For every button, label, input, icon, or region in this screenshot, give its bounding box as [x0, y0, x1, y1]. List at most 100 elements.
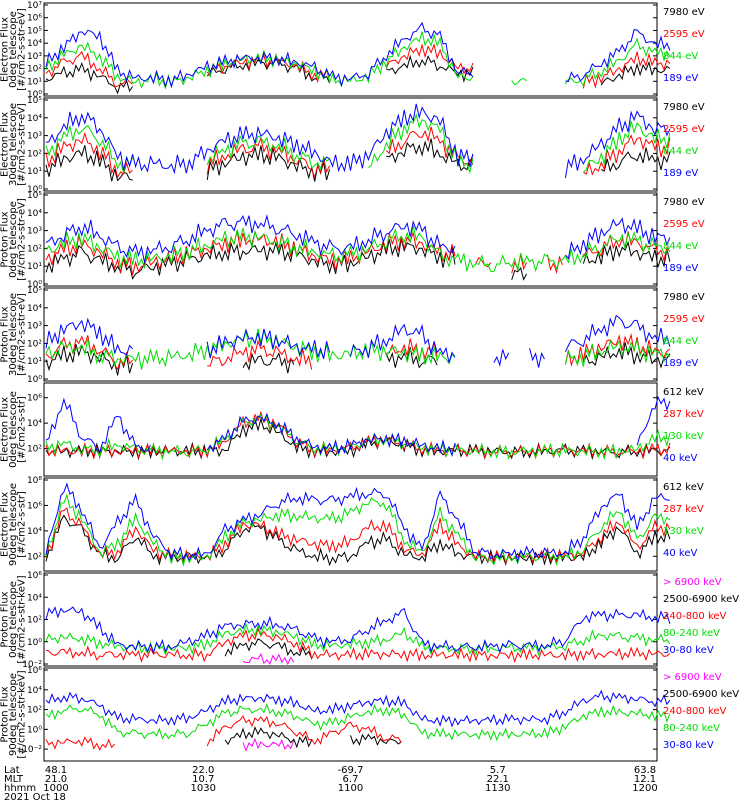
y-axis-title-line: Electron Flux	[0, 17, 11, 82]
legend-entry: 844 eV	[663, 146, 698, 157]
series-line	[350, 733, 402, 747]
y-axis-title-line: Proton Flux	[0, 306, 11, 362]
footer-tick-lat: 5.7	[490, 765, 506, 776]
legend-entry: 189 eV	[663, 358, 698, 369]
legend-entry: 2595 eV	[663, 29, 705, 40]
y-axis-title: TEDProton Flux30deg telescope[#/cm2-s-st…	[0, 293, 28, 376]
legend-entry: 80-240 keV	[663, 723, 720, 734]
series-line	[511, 77, 527, 86]
series-line	[45, 606, 671, 655]
y-tick-label: 10⁶	[27, 501, 42, 511]
y-axis-title-line: 0deg telescope	[8, 201, 19, 278]
y-axis-title-line: MEPED	[0, 507, 2, 542]
series-line	[206, 412, 456, 458]
series-line	[601, 147, 671, 173]
y-axis-title-line: 0deg telescope	[8, 11, 19, 88]
series-line	[45, 61, 134, 95]
y-axis-title-line: [#/cm2-s-str-keV]	[17, 575, 28, 663]
y-axis-title-line: [#/cm2-s-str-keV]	[17, 670, 28, 758]
footer-date: 2021 Oct 18	[4, 792, 66, 800]
series-line	[206, 134, 330, 171]
y-axis-title-line: TED	[0, 324, 2, 345]
y-axis-title-line: [#/cm2-s-str-eV]	[17, 198, 28, 281]
series-line	[564, 339, 671, 367]
series-line	[565, 217, 671, 260]
y-axis-title-line: 0deg telescope	[8, 581, 19, 658]
series-line	[224, 638, 313, 659]
legend-entry: 612 keV	[663, 482, 704, 493]
legend-entry: 40 keV	[663, 548, 697, 559]
series-line	[636, 395, 671, 446]
series-line	[207, 339, 313, 370]
y-axis-title-line: MEPED	[0, 602, 2, 637]
legend-entry: 240-800 keV	[663, 611, 727, 622]
series-line	[350, 323, 456, 363]
series-line	[224, 725, 313, 749]
legend-entry: 287 keV	[663, 409, 704, 420]
y-tick-label: 10⁰	[27, 185, 42, 195]
series-line	[583, 120, 671, 173]
y-tick-label: 10⁰	[27, 725, 42, 735]
series-line	[583, 134, 671, 176]
y-tick-label: 10⁴	[27, 114, 42, 124]
y-axis-title: MEPEDElectron Flux90deg telescope[#/cm2-…	[0, 483, 28, 566]
legend-entry: 30-80 keV	[663, 740, 714, 751]
y-axis-title-line: 90deg telescope	[8, 483, 19, 566]
footer-tick-mlt: 22.1	[487, 774, 509, 785]
y-axis-title: MEPEDProton Flux0deg telescope[#/cm2-s-s…	[0, 575, 28, 663]
legend-entry: 612 keV	[663, 387, 704, 398]
series-line	[45, 230, 456, 276]
legend-entry: 240-800 keV	[663, 706, 727, 717]
series-line	[385, 126, 474, 165]
series-line	[206, 145, 331, 182]
y-axis-title-line: 30deg telescope	[8, 103, 19, 186]
series-line	[564, 314, 671, 353]
y-tick-label: 10²	[27, 65, 42, 75]
y-tick-label: 10⁴	[27, 593, 42, 603]
y-tick-label: 10⁵	[27, 286, 42, 296]
series-line	[45, 507, 671, 566]
series-line	[206, 328, 331, 359]
series-line	[45, 397, 151, 453]
series-line	[45, 514, 671, 567]
legend-entry: > 6900 keV	[663, 577, 722, 588]
series-line	[45, 493, 671, 568]
series-line	[45, 736, 116, 751]
y-tick-label: 10⁷	[27, 1, 42, 11]
series-line	[45, 145, 133, 182]
legend-entry: 130 keV	[663, 526, 704, 537]
footer-row-label: MLT	[4, 774, 24, 785]
legend-entry: 189 eV	[663, 168, 698, 179]
series-line	[45, 627, 671, 664]
y-tick-label: 10⁰	[27, 638, 42, 648]
plot-frame	[43, 97, 658, 192]
footer-tick-lat: 48.1	[45, 765, 67, 776]
series-line	[206, 136, 331, 179]
y-axis-title-line: 0deg telescope	[8, 391, 19, 468]
y-axis-title-line: Electron Flux	[0, 397, 11, 462]
y-tick-label: 10⁶	[27, 394, 42, 404]
y-axis-title-line: TED	[0, 39, 2, 60]
series-line	[45, 482, 670, 564]
y-axis-title: TEDElectron Flux30deg telescope[#/cm2-s-…	[0, 103, 28, 186]
series-line	[564, 333, 671, 367]
y-tick-label: 10³	[27, 227, 42, 237]
footer-tick-mlt: 12.1	[634, 774, 656, 785]
plot-frame	[43, 2, 658, 97]
series-line	[45, 238, 456, 280]
y-tick-label: 10⁴	[27, 686, 42, 696]
series-line	[45, 317, 133, 356]
y-axis-title-line: [#/cm2-s-str]	[17, 491, 28, 558]
legend-entry: 2595 eV	[663, 124, 705, 135]
legend-entry: 287 keV	[663, 504, 704, 515]
y-tick-label: 10²	[27, 244, 42, 254]
series-line	[529, 348, 545, 368]
series-line	[564, 37, 671, 88]
legend-entry: 2595 eV	[663, 314, 705, 325]
series-line	[385, 43, 474, 75]
y-axis-title-line: Proton Flux	[0, 211, 11, 267]
y-tick-label: 10⁰	[27, 280, 42, 290]
y-tick-label: 10⁵	[27, 26, 42, 36]
